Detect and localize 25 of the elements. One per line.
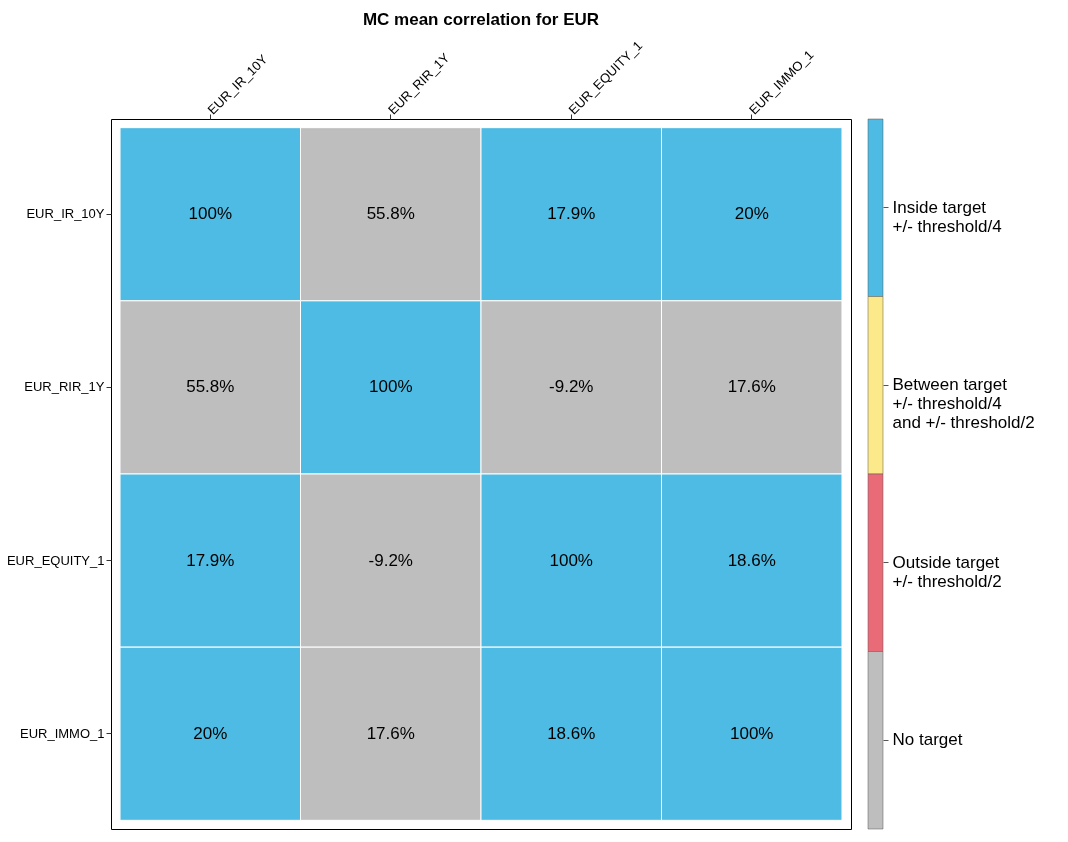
data-label: 100%: [729, 723, 774, 743]
data-label: 100%: [188, 204, 233, 224]
chart-title: MC mean correlation for EUR: [362, 9, 600, 29]
data-label: 18.6%: [547, 723, 596, 743]
data-label: 55.8%: [186, 377, 235, 397]
y-tick-label: EUR_EQUITY_1: [6, 552, 105, 568]
category-label: Outside target +/- threshold/2: [892, 552, 1002, 591]
y-tick-label: EUR_IR_10Y: [26, 206, 105, 222]
data-label: 17.6%: [366, 723, 415, 743]
category-label: Between target +/- threshold/4 and +/- threshold/2: [892, 375, 1035, 433]
data-label: 20%: [734, 204, 769, 224]
data-label: 20%: [193, 723, 228, 743]
data-label: 100%: [549, 550, 593, 570]
data-label: 100%: [369, 377, 413, 397]
data-label: 18.6%: [727, 550, 776, 570]
category-label: No target: [892, 730, 963, 750]
data-label: -9.2%: [368, 550, 413, 570]
data-label: -9.2%: [549, 377, 594, 397]
data-label: 55.8%: [366, 204, 415, 224]
y-tick-label: EUR_RIR_1Y: [24, 379, 105, 395]
data-label: 17.9%: [186, 550, 235, 570]
data-label: 17.6%: [727, 377, 776, 397]
y-tick-label: EUR_IMMO_1: [19, 725, 105, 741]
category-label: Inside target +/- threshold/4: [892, 197, 1002, 236]
data-label: 17.9%: [547, 204, 596, 224]
